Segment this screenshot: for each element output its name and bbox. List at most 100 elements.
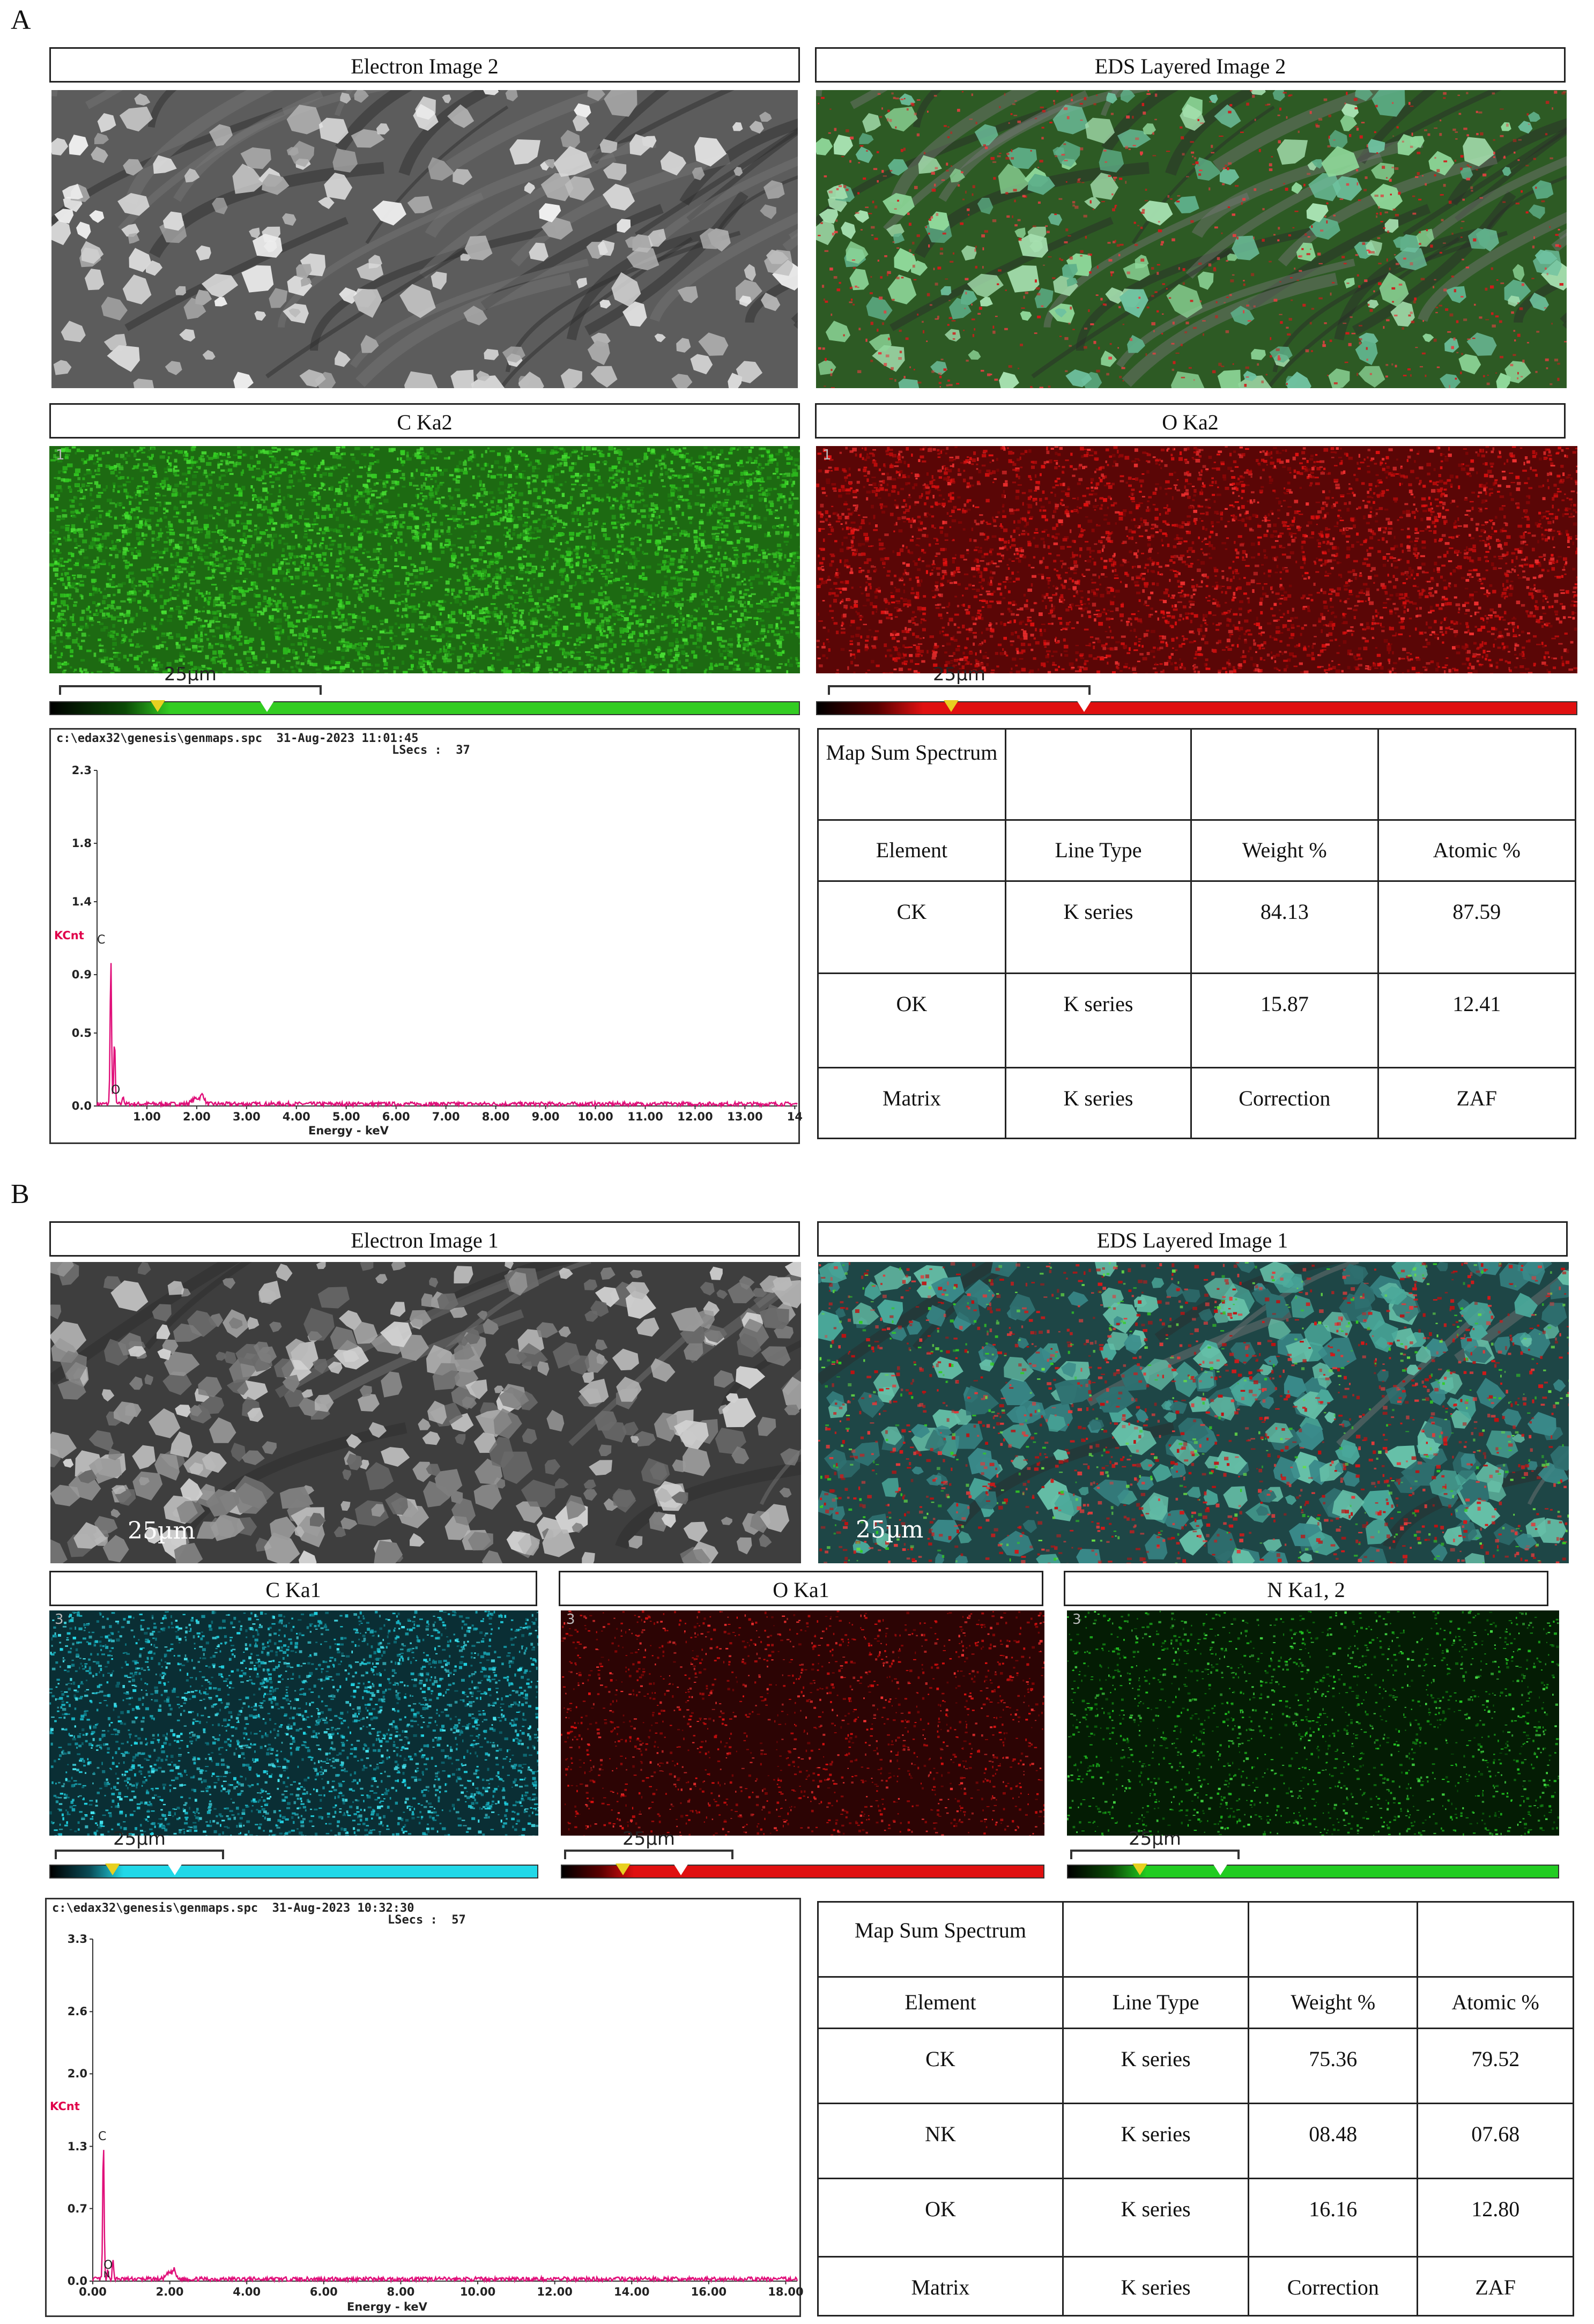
eds-results-table-a: Map Sum Spectrum Element Line Type Weigh… [817, 728, 1577, 1139]
x-tick-label: 4.00 [223, 2285, 271, 2298]
table-cell: 12.80 [1417, 2178, 1574, 2258]
table-cell: K series [1062, 2103, 1250, 2179]
eds-results-table-b: Map Sum Spectrum Element Line Type Weigh… [817, 1901, 1574, 2316]
scale-bar-label: 25µm [55, 1828, 224, 1850]
x-tick-label: 18.00 [761, 2285, 810, 2298]
spectrum-live-seconds: LSecs : 57 [388, 1913, 466, 1927]
high-threshold-marker[interactable] [1077, 700, 1092, 712]
low-threshold-marker[interactable] [944, 700, 959, 712]
column-header: Weight % [1190, 819, 1379, 882]
eds-layered-image-1-title: EDS Layered Image 1 [817, 1221, 1568, 1257]
y-tick-label: 0.7 [55, 2202, 87, 2215]
o-ka2-title: O Ka2 [815, 403, 1566, 439]
x-tick-label: 2.00 [146, 2285, 194, 2298]
low-threshold-marker[interactable] [150, 700, 165, 712]
peak-label-o: O [103, 2259, 113, 2272]
table-row: CK K series 84.13 87.59 [817, 880, 1577, 974]
y-tick-label: 1.3 [55, 2140, 87, 2153]
column-header: Element [817, 1976, 1064, 2029]
table-cell: K series [1062, 2256, 1250, 2316]
high-threshold-marker[interactable] [1213, 1863, 1228, 1875]
spectrum-live-seconds: LSecs : 37 [392, 744, 470, 757]
x-tick-label: 1.00 [123, 1110, 171, 1123]
table-cell: 84.13 [1190, 880, 1379, 974]
table-cell: 12.41 [1377, 972, 1577, 1068]
c-ka2-title: C Ka2 [49, 403, 800, 439]
y-tick-label: 3.3 [55, 1933, 87, 1946]
x-tick-label: 12.00 [531, 2285, 579, 2298]
x-tick-label: 10.00 [454, 2285, 502, 2298]
table-cell: 79.52 [1417, 2028, 1574, 2104]
y-axis-unit: KCnt [50, 2100, 80, 2113]
y-tick-label: 0.0 [60, 1100, 92, 1112]
table-cell: Correction [1190, 1067, 1379, 1139]
x-tick-label: 7.00 [422, 1110, 470, 1123]
eds-layered-image-2 [816, 90, 1567, 388]
map-index: 3 [55, 1612, 64, 1628]
oxygen-color-scale [561, 1863, 1044, 1878]
nitrogen-color-scale [1067, 1863, 1559, 1878]
x-tick-label: 14 [770, 1110, 819, 1123]
column-header: Weight % [1248, 1976, 1419, 2029]
x-tick-label: 3.00 [223, 1110, 271, 1123]
peak-label-c: C [98, 2130, 106, 2143]
carbon-color-scale [49, 700, 800, 715]
n-ka12-map: 3 [1067, 1610, 1559, 1836]
table-cell: 75.36 [1248, 2028, 1419, 2104]
peak-label-o: O [111, 1083, 120, 1097]
table-cell: 87.59 [1377, 880, 1577, 974]
y-tick-label: 0.0 [55, 2275, 87, 2288]
n-ka12-title: N Ka1, 2 [1064, 1571, 1548, 1606]
scale-bar-label: 25µm [564, 1828, 733, 1850]
table-row: OK K series 16.16 12.80 [817, 2178, 1574, 2258]
x-tick-label: 16.00 [685, 2285, 733, 2298]
scale-bar: 25µm [1070, 1828, 1240, 1859]
table-header-cell: Map Sum Spectrum [817, 1901, 1064, 1978]
y-tick-label: 1.8 [60, 837, 92, 850]
c-ka1-title: C Ka1 [49, 1571, 537, 1606]
low-threshold-marker[interactable] [105, 1863, 120, 1875]
y-tick-label: 0.9 [60, 968, 92, 981]
electron-image-2 [51, 90, 798, 388]
table-cell: OK [817, 972, 1006, 1068]
high-threshold-marker[interactable] [260, 700, 275, 712]
c-ka2-map: 1 [49, 446, 800, 673]
electron-image-1: 25µm [50, 1262, 801, 1563]
table-cell: 15.87 [1190, 972, 1379, 1068]
scale-bar-label: 25µm [128, 1517, 195, 1545]
high-threshold-marker[interactable] [673, 1863, 688, 1875]
scale-bar: 25µm [564, 1828, 733, 1859]
x-tick-label: 8.00 [376, 2285, 425, 2298]
table-cell: K series [1062, 2178, 1250, 2258]
table-cell: CK [817, 880, 1006, 974]
peak-label-c: C [97, 933, 105, 947]
table-row: CK K series 75.36 79.52 [817, 2028, 1574, 2104]
table-cell: K series [1062, 2028, 1250, 2104]
x-tick-label: 0.00 [69, 2285, 117, 2298]
o-ka1-map: 3 [561, 1610, 1044, 1836]
low-threshold-marker[interactable] [616, 1863, 631, 1875]
scale-bar: 25µm [55, 1828, 224, 1859]
table-cell: K series [1004, 880, 1192, 974]
eds-spectrum-b: c:\edax32\genesis\genmaps.spc 31-Aug-202… [45, 1898, 804, 2317]
x-tick-label: 8.00 [472, 1110, 520, 1123]
high-threshold-marker[interactable] [167, 1863, 182, 1875]
peak-label-n: N [103, 2269, 110, 2280]
o-ka1-title: O Ka1 [559, 1571, 1043, 1606]
table-cell: Correction [1248, 2256, 1419, 2316]
column-header: Element [817, 819, 1006, 882]
eds-layered-image-1: 25µm [818, 1262, 1569, 1563]
low-threshold-marker[interactable] [1132, 1863, 1147, 1875]
map-index: 3 [1072, 1612, 1081, 1628]
column-header: Line Type [1004, 819, 1192, 882]
x-tick-label: 6.00 [372, 1110, 420, 1123]
c-ka1-map: 3 [49, 1610, 538, 1836]
x-tick-label: 11.00 [621, 1110, 669, 1123]
spectrum-file-header: c:\edax32\genesis\genmaps.spc 31-Aug-202… [52, 1902, 414, 1915]
y-tick-label: 1.4 [60, 895, 92, 908]
table-cell: Matrix [817, 2256, 1064, 2316]
spectrum-trace [92, 2150, 798, 2284]
table-cell: NK [817, 2103, 1064, 2179]
column-header: Atomic % [1377, 819, 1577, 882]
oxygen-color-scale [816, 700, 1577, 715]
